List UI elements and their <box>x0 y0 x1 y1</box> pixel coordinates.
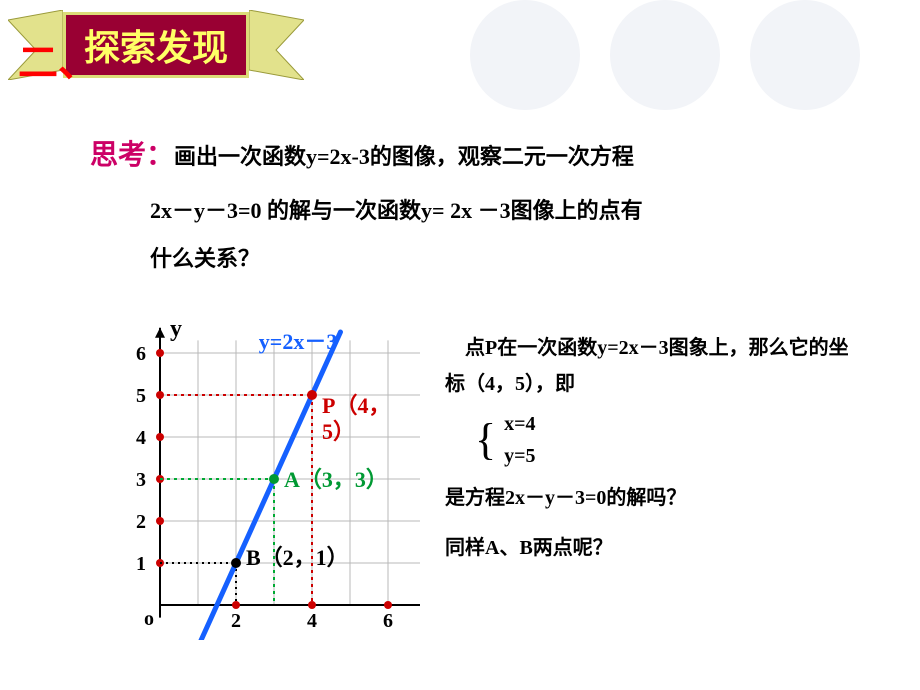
question-line2: 2x－y－3=0 的解与一次函数y= 2x －3图像上的点有 <box>150 187 870 235</box>
explain-p3: 同样A、B两点呢？ <box>445 530 865 566</box>
bg-circle <box>750 0 860 110</box>
svg-text:4: 4 <box>136 427 146 449</box>
explanation-block: 点P在一次函数y=2x－3图象上，那么它的坐标（4，5），即 { x=4 y=5… <box>445 330 865 566</box>
chart: 246123456oxyy=2x－3P（4，5）A（3，3）B（2，1） <box>90 285 420 640</box>
svg-text:4: 4 <box>307 610 317 632</box>
svg-text:B（2，1）: B（2，1） <box>246 545 349 570</box>
ribbon-right-icon <box>249 10 304 80</box>
background-circles <box>470 0 860 110</box>
eq1: x=4 <box>504 408 535 440</box>
svg-text:y: y <box>170 316 182 342</box>
brace-icon: { <box>475 420 496 460</box>
svg-text:o: o <box>144 608 154 630</box>
eq2: y=5 <box>504 440 535 472</box>
svg-text:3: 3 <box>136 469 146 491</box>
svg-text:P（4，: P（4， <box>322 393 390 418</box>
explain-p2: 是方程2x－y－3=0的解吗？ <box>445 480 865 516</box>
question-line1: 画出一次函数y=2x-3的图像，观察二元一次方程 <box>174 144 634 169</box>
svg-text:1: 1 <box>136 553 146 575</box>
svg-text:A（3，3）: A（3，3） <box>284 467 388 492</box>
question-line3: 什么关系？ <box>150 235 870 283</box>
bg-circle <box>470 0 580 110</box>
question-block: 思考：画出一次函数y=2x-3的图像，观察二元一次方程 2x－y－3=0 的解与… <box>90 125 870 283</box>
svg-text:5）: 5） <box>322 419 355 444</box>
svg-text:6: 6 <box>383 610 393 632</box>
svg-text:y=2x－3: y=2x－3 <box>259 329 338 354</box>
chart-svg: 246123456oxyy=2x－3P（4，5）A（3，3）B（2，1） <box>90 285 420 640</box>
bg-circle <box>610 0 720 110</box>
svg-text:2: 2 <box>231 610 241 632</box>
equation-system: { x=4 y=5 <box>475 408 865 472</box>
svg-text:5: 5 <box>136 385 146 407</box>
think-label: 思考： <box>90 140 174 171</box>
svg-text:6: 6 <box>136 343 146 365</box>
section-number: 二、 <box>18 30 98 88</box>
explain-p1: 点P在一次函数y=2x－3图象上，那么它的坐标（4，5），即 <box>445 330 865 402</box>
svg-text:2: 2 <box>136 511 146 533</box>
